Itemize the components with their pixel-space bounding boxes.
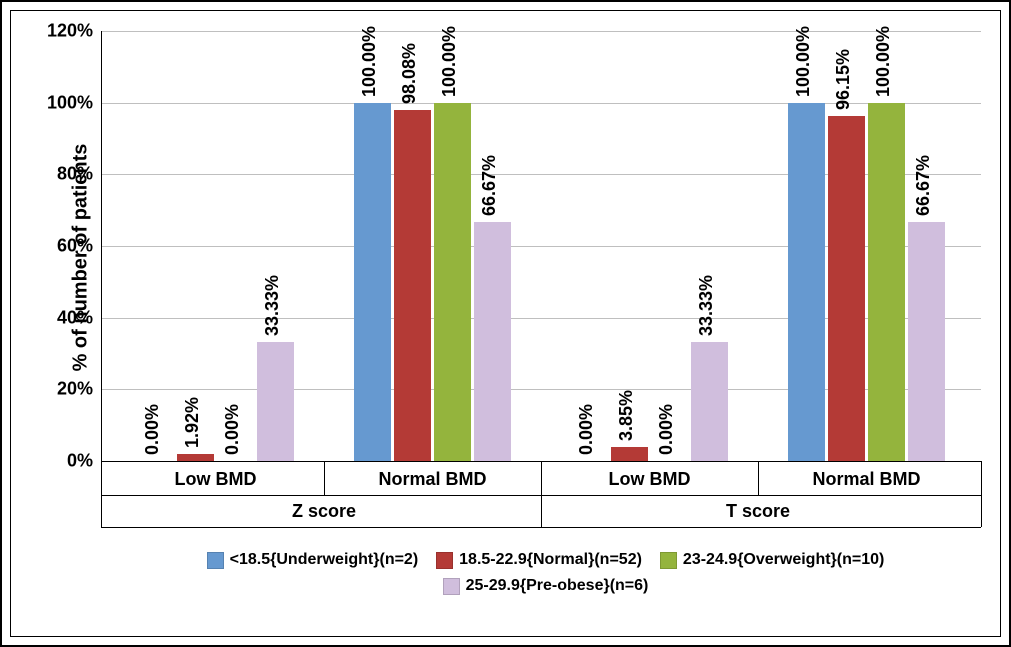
y-tick-label: 20%	[57, 379, 101, 400]
x-subgroup-separator	[324, 461, 325, 495]
bar	[828, 116, 865, 461]
x-group-separator	[541, 461, 542, 527]
bar	[611, 447, 648, 461]
legend-label: 18.5-22.9{Normal}(n=52)	[459, 551, 642, 569]
plot-area: 0%20%40%60%80%100%120%0.00%1.92%0.00%33.…	[101, 31, 981, 461]
bar-value-label: 0.00%	[142, 404, 163, 455]
legend-label: 25-29.9{Pre-obese}(n=6)	[466, 577, 649, 595]
bar-value-label: 100.00%	[439, 26, 460, 97]
bar-value-label: 0.00%	[222, 404, 243, 455]
x-tick-line	[981, 461, 982, 527]
legend-label: <18.5{Underweight}(n=2)	[230, 551, 419, 569]
bar-value-label: 100.00%	[359, 26, 380, 97]
y-axis-label: % of number of patients	[70, 108, 93, 408]
x-category-label: Low BMD	[116, 469, 316, 490]
bar	[908, 222, 945, 461]
bar-value-label: 1.92%	[182, 397, 203, 448]
y-tick-label: 100%	[47, 92, 101, 113]
legend-item: 18.5-22.9{Normal}(n=52)	[436, 551, 642, 569]
legend-item: 23-24.9{Overweight}(n=10)	[660, 551, 884, 569]
bar-value-label: 98.08%	[399, 42, 420, 103]
bar	[394, 110, 431, 461]
x-category-label: Low BMD	[550, 469, 750, 490]
bar-value-label: 0.00%	[656, 404, 677, 455]
y-axis-line	[101, 31, 102, 461]
legend-swatch	[443, 578, 460, 595]
chart-container: % of number of patients 0% 20% 40% 60% 80% 10…	[0, 0, 1011, 647]
bar	[257, 342, 294, 461]
bar-value-label: 3.85%	[616, 390, 637, 441]
chart-inner-border: % of number of patients 0% 20% 40% 60% 80% 10…	[10, 10, 1001, 637]
bar	[474, 222, 511, 461]
y-tick-label: 60%	[57, 236, 101, 257]
bar	[788, 103, 825, 461]
x-tick-line	[101, 461, 102, 527]
legend-swatch	[660, 552, 677, 569]
y-tick-label: 0%	[67, 451, 101, 472]
x-subgroup-separator	[758, 461, 759, 495]
bar	[177, 454, 214, 461]
bar-value-label: 66.67%	[913, 155, 934, 216]
legend: <18.5{Underweight}(n=2) 18.5-22.9{Normal}…	[151, 551, 940, 595]
x-group-underline	[101, 527, 981, 528]
gridline	[101, 31, 981, 32]
legend-swatch	[207, 552, 224, 569]
bar-value-label: 66.67%	[479, 155, 500, 216]
bar-value-label: 0.00%	[576, 404, 597, 455]
x-category-label: Normal BMD	[333, 469, 533, 490]
bar-value-label: 96.15%	[833, 49, 854, 110]
bar-value-label: 100.00%	[793, 26, 814, 97]
legend-label: 23-24.9{Overweight}(n=10)	[683, 551, 884, 569]
y-tick-label: 80%	[57, 164, 101, 185]
bar-value-label: 33.33%	[696, 275, 717, 336]
bar	[868, 103, 905, 461]
x-category-underline	[101, 495, 981, 496]
bar	[354, 103, 391, 461]
y-tick-label: 40%	[57, 307, 101, 328]
bar	[434, 103, 471, 461]
bar	[691, 342, 728, 461]
legend-item: <18.5{Underweight}(n=2)	[207, 551, 419, 569]
x-category-label: Normal BMD	[767, 469, 967, 490]
y-tick-label: 120%	[47, 21, 101, 42]
bar-value-label: 33.33%	[262, 275, 283, 336]
x-group-label: T score	[638, 501, 878, 522]
legend-swatch	[436, 552, 453, 569]
legend-item: 25-29.9{Pre-obese}(n=6)	[443, 577, 649, 595]
x-group-label: Z score	[204, 501, 444, 522]
bar-value-label: 100.00%	[873, 26, 894, 97]
